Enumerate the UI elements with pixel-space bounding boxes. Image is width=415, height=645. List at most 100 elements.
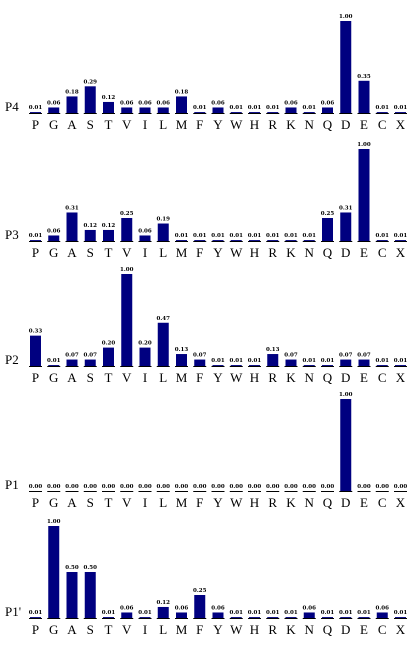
- chart-panel: P3 0.01 P 0.06 G 0.31 A 0.12 S 0.12 T 0.25 V 0.06 I 0.1…: [5, 142, 407, 260]
- bar-K: [285, 107, 297, 113]
- tick-label-T: T: [105, 495, 113, 510]
- bar-I: [139, 347, 151, 366]
- tick-label-S: S: [87, 495, 94, 510]
- value-label: 0.33: [29, 329, 43, 335]
- position-label: P1': [5, 604, 21, 619]
- tick-label-X: X: [396, 622, 406, 637]
- value-label: 0.01: [193, 233, 207, 239]
- value-label: 0.29: [84, 79, 98, 85]
- tick-label-X: X: [396, 117, 406, 132]
- value-label: 0.06: [47, 100, 61, 106]
- tick-label-F: F: [196, 622, 203, 637]
- value-label: 0.01: [284, 233, 298, 239]
- value-label: 0.00: [357, 484, 371, 490]
- tick-label-P: P: [32, 495, 39, 510]
- tick-label-S: S: [87, 117, 94, 132]
- value-label: 0.01: [29, 105, 43, 111]
- tick-label-F: F: [196, 245, 203, 260]
- tick-label-M: M: [176, 245, 188, 260]
- value-label: 0.00: [175, 484, 189, 490]
- tick-label-C: C: [378, 622, 387, 637]
- value-label: 0.01: [211, 358, 225, 364]
- tick-label-G: G: [49, 495, 58, 510]
- value-label: 0.01: [394, 358, 408, 364]
- bar-W: [230, 365, 242, 366]
- value-label: 0.13: [175, 347, 189, 353]
- bar-H: [249, 240, 260, 241]
- bar-Y: [212, 107, 224, 113]
- tick-label-E: E: [360, 370, 368, 385]
- tick-label-K: K: [286, 245, 296, 260]
- value-label: 0.01: [394, 233, 408, 239]
- tick-label-D: D: [341, 245, 350, 260]
- tick-label-H: H: [250, 370, 259, 385]
- value-label: 0.07: [193, 353, 207, 359]
- value-label: 0.00: [29, 484, 43, 490]
- bar-Q: [322, 365, 333, 366]
- value-label: 0.00: [65, 484, 79, 490]
- bar-S: [84, 229, 96, 241]
- value-label: 0.01: [321, 610, 335, 616]
- bar-A: [66, 572, 78, 618]
- value-label: 0.00: [84, 484, 98, 490]
- tick-label-Y: Y: [213, 622, 223, 637]
- tick-label-G: G: [49, 370, 58, 385]
- value-label: 0.01: [357, 610, 371, 616]
- tick-label-I: I: [143, 245, 147, 260]
- bar-H: [249, 617, 260, 618]
- chart-panel: P4 0.01 P 0.06 G 0.18 A 0.29 S 0.12 T 0.06 V 0.06 I 0.0…: [5, 14, 407, 132]
- bar-Q: [322, 107, 333, 113]
- value-label: 0.25: [120, 211, 134, 217]
- value-label: 0.01: [102, 610, 116, 616]
- value-label: 0.00: [394, 484, 408, 490]
- bar-F: [194, 112, 206, 113]
- bar-R: [267, 112, 279, 113]
- bar-S: [84, 86, 96, 113]
- value-label: 0.06: [376, 605, 390, 611]
- chart-panel: P1 0.00 P 0.00 G 0.00 A 0.00 S 0.00 T 0.00 V 0.00 I 0.0…: [5, 392, 407, 510]
- value-label: 0.01: [376, 358, 390, 364]
- tick-label-H: H: [250, 495, 259, 510]
- value-label: 1.00: [339, 14, 353, 20]
- bar-N: [303, 612, 315, 618]
- tick-label-G: G: [49, 117, 58, 132]
- bar-D: [340, 212, 352, 241]
- tick-label-V: V: [122, 495, 132, 510]
- tick-label-P: P: [32, 117, 39, 132]
- tick-label-W: W: [230, 495, 243, 510]
- tick-label-Y: Y: [213, 117, 223, 132]
- tick-label-K: K: [286, 117, 296, 132]
- position-label: P1: [5, 477, 19, 492]
- bar-X: [395, 112, 406, 113]
- tick-label-M: M: [176, 117, 188, 132]
- value-label: 0.01: [248, 610, 262, 616]
- bar-T: [103, 229, 114, 241]
- value-label: 0.18: [175, 89, 189, 95]
- tick-label-D: D: [341, 622, 350, 637]
- tick-label-Q: Q: [323, 245, 333, 260]
- bar-W: [230, 617, 242, 618]
- tick-label-A: A: [67, 117, 77, 132]
- value-label: 0.01: [284, 610, 298, 616]
- bar-E: [358, 80, 370, 113]
- tick-label-T: T: [105, 622, 113, 637]
- value-label: 0.06: [211, 605, 225, 611]
- bar-A: [66, 96, 78, 113]
- value-label: 0.00: [376, 484, 390, 490]
- bar-C: [376, 365, 388, 366]
- tick-label-R: R: [268, 495, 277, 510]
- value-label: 0.01: [266, 105, 280, 111]
- position-label: P3: [5, 227, 19, 242]
- tick-label-E: E: [360, 245, 368, 260]
- tick-label-I: I: [143, 117, 147, 132]
- bar-P: [30, 112, 41, 113]
- tick-label-R: R: [268, 117, 277, 132]
- bar-R: [267, 240, 279, 241]
- value-label: 0.01: [394, 105, 408, 111]
- chart-panel: P2 0.33 P 0.01 G 0.07 A 0.07 S 0.20 T 1.00 V 0.20 I 0.4…: [5, 267, 407, 385]
- tick-label-L: L: [159, 495, 167, 510]
- tick-label-V: V: [122, 117, 132, 132]
- tick-label-Y: Y: [213, 495, 223, 510]
- bar-I: [139, 235, 151, 241]
- tick-label-L: L: [159, 370, 167, 385]
